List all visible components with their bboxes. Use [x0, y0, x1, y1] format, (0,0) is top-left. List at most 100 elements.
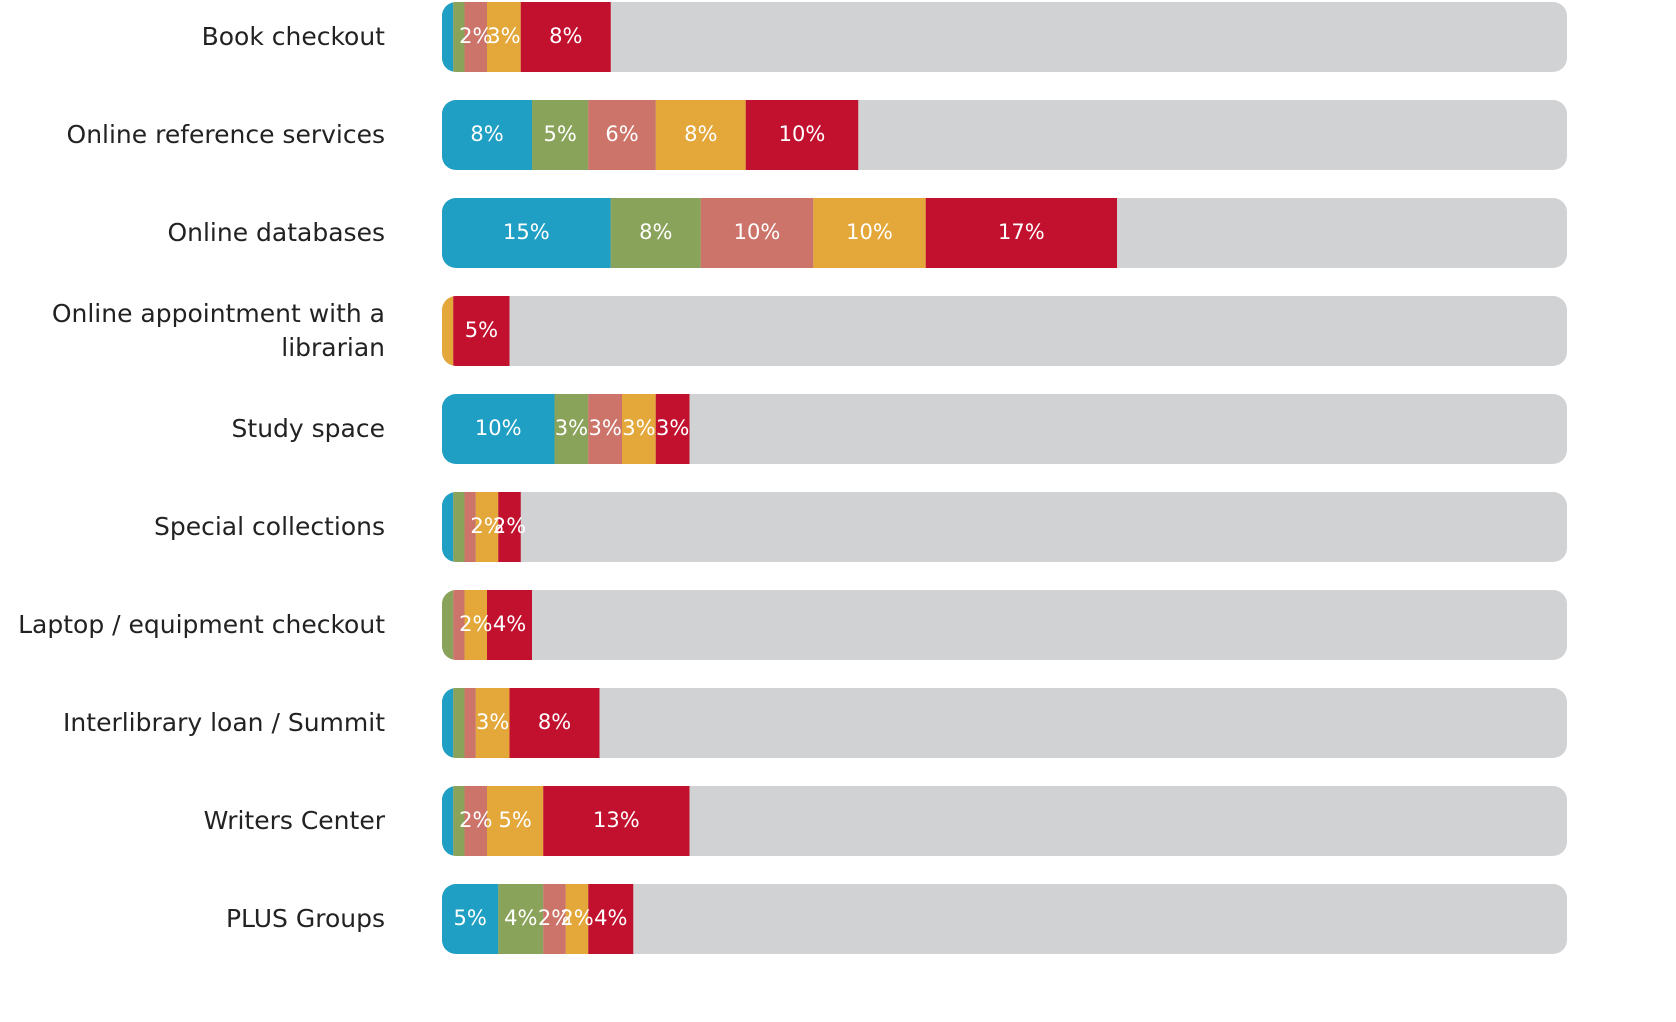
value-label: 2%: [560, 906, 593, 930]
value-label: 5%: [543, 122, 576, 146]
bar-segment: [464, 2, 487, 72]
bar-segment: [475, 492, 499, 562]
value-label: 10%: [734, 220, 781, 244]
bar-segment: [453, 492, 465, 562]
value-label: 6%: [605, 122, 638, 146]
bar-row: [442, 590, 1567, 660]
bar-row: [442, 296, 1567, 366]
bar-segment: [442, 884, 499, 954]
bar-row: [442, 688, 1567, 758]
track: [442, 590, 1567, 660]
bar-row: [442, 100, 1567, 170]
bar-segment: [925, 198, 1117, 268]
bar-segment: [453, 786, 465, 856]
value-label: 5%: [465, 318, 498, 342]
bar-segment: [442, 688, 454, 758]
bar-segment: [532, 100, 589, 170]
bar-segment: [588, 394, 622, 464]
bar-segment: [498, 492, 521, 562]
bar-row: [442, 198, 1567, 268]
bar-segment: [520, 2, 611, 72]
value-label: 2%: [459, 808, 492, 832]
bar-segment: [453, 590, 465, 660]
track: [442, 2, 1567, 72]
bar-segment: [464, 492, 476, 562]
bar-segment: [554, 394, 589, 464]
value-label: 10%: [475, 416, 522, 440]
bar-segment: [475, 688, 510, 758]
value-label: 3%: [622, 416, 655, 440]
bar-segment: [700, 198, 814, 268]
value-label: 8%: [538, 710, 571, 734]
bar-segment: [498, 884, 544, 954]
track: [442, 492, 1567, 562]
bar-segment: [543, 786, 690, 856]
bar-row: [442, 2, 1567, 72]
bar-segment: [588, 884, 634, 954]
bar-segment: [565, 884, 589, 954]
bar-row: [442, 884, 1567, 954]
value-label: 3%: [555, 416, 588, 440]
bar-segment: [442, 394, 555, 464]
bar-segment: [442, 198, 611, 268]
bar-segment: [453, 688, 465, 758]
category-label: Online databases: [167, 218, 385, 247]
value-label: 2%: [493, 514, 526, 538]
bar-row: [442, 394, 1567, 464]
value-label: 5%: [498, 808, 531, 832]
category-label: Online reference services: [66, 120, 385, 149]
category-label: PLUS Groups: [225, 904, 385, 933]
bar-segment: [588, 100, 656, 170]
value-label: 13%: [593, 808, 640, 832]
bar-segment: [813, 198, 926, 268]
bar-segment: [655, 394, 690, 464]
value-label: 10%: [846, 220, 893, 244]
value-label: 8%: [549, 24, 582, 48]
bar-segment: [442, 296, 454, 366]
value-label: 15%: [503, 220, 550, 244]
bar-segment: [487, 2, 521, 72]
value-label: 2%: [538, 906, 571, 930]
bar-segment: [453, 296, 510, 366]
bar-segment: [509, 688, 600, 758]
bar-segment: [610, 198, 701, 268]
bar-segment: [487, 590, 532, 660]
bar-segment: [442, 492, 454, 562]
value-label: 4%: [493, 612, 526, 636]
bar-segment: [442, 590, 454, 660]
bar-segment: [655, 100, 746, 170]
bar-segment: [464, 786, 487, 856]
category-label: Study space: [231, 414, 385, 443]
value-label: 4%: [594, 906, 627, 930]
value-label: 2%: [459, 612, 492, 636]
track: [442, 688, 1567, 758]
bar-segment: [464, 688, 476, 758]
category-label: Special collections: [154, 512, 385, 541]
bar-segment: [464, 590, 487, 660]
bar-row: [442, 786, 1567, 856]
category-label: Online appointment with a librarian: [51, 299, 385, 362]
bar-segment: [453, 2, 465, 72]
category-label: Interlibrary loan / Summit: [63, 708, 385, 737]
value-label: 10%: [779, 122, 826, 146]
category-label: Laptop / equipment checkout: [18, 610, 385, 639]
bar-row: [442, 492, 1567, 562]
value-label: 3%: [656, 416, 689, 440]
value-label: 4%: [504, 906, 537, 930]
bar-segment: [622, 394, 656, 464]
bar-segment: [745, 100, 859, 170]
value-label: 5%: [453, 906, 486, 930]
track: [442, 296, 1567, 366]
bar-segment: [442, 100, 532, 170]
category-label: Writers Center: [203, 806, 385, 835]
category-label: Book checkout: [201, 22, 385, 51]
value-label: 3%: [476, 710, 509, 734]
value-label: 8%: [470, 122, 503, 146]
value-label: 3%: [588, 416, 621, 440]
bar-segment: [543, 884, 566, 954]
value-label: 8%: [639, 220, 672, 244]
bar-segment: [487, 786, 544, 856]
value-label: 3%: [487, 24, 520, 48]
